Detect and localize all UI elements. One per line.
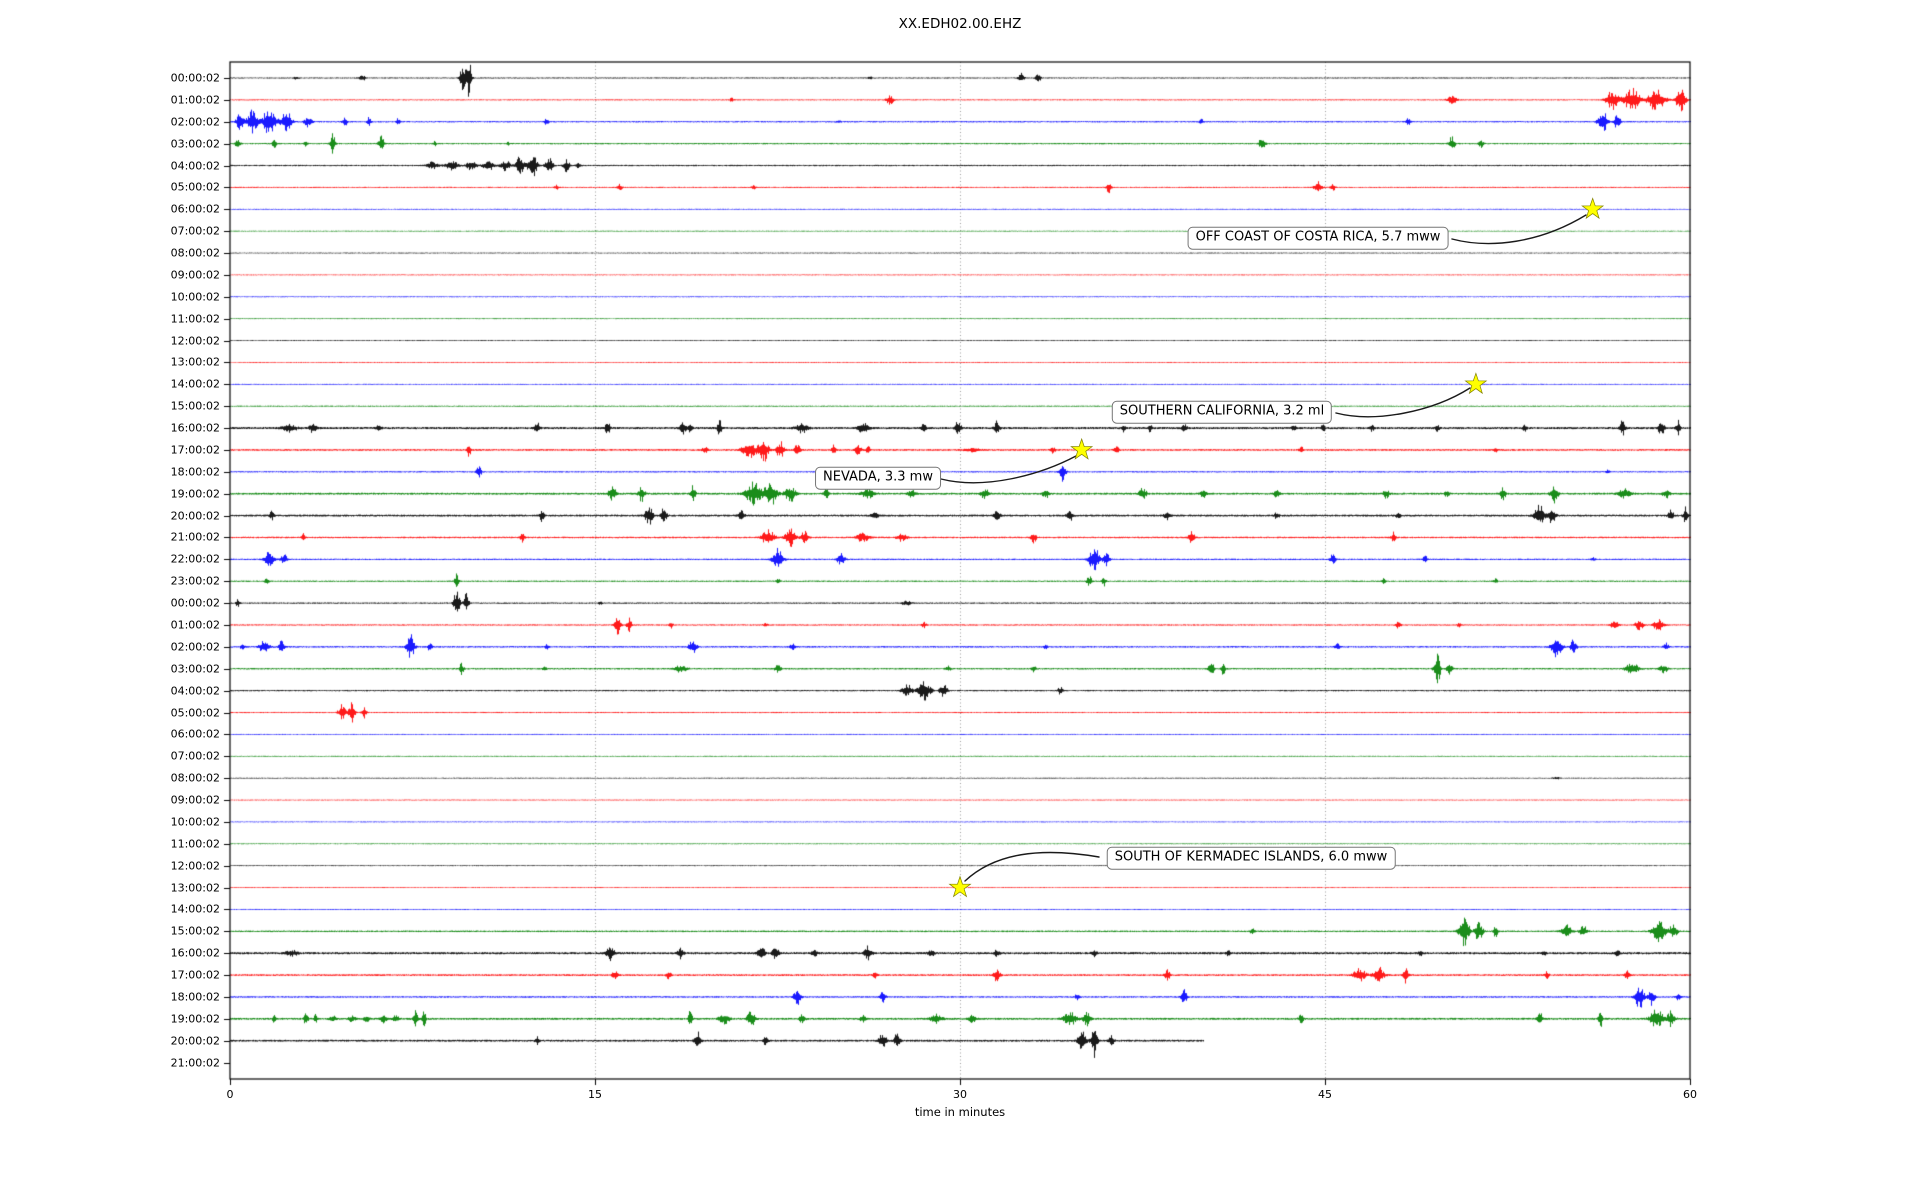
y-tick-label: 02:00:02 [170, 640, 220, 654]
y-tick-label: 04:00:02 [170, 684, 220, 698]
y-tick-label: 21:00:02 [170, 530, 220, 544]
y-tick-label: 17:00:02 [170, 443, 220, 457]
y-tick-label: 06:00:02 [170, 727, 220, 741]
y-tick-label: 12:00:02 [170, 334, 220, 348]
y-tick-label: 13:00:02 [170, 881, 220, 895]
y-tick-label: 13:00:02 [170, 355, 220, 369]
y-tick-label: 07:00:02 [170, 224, 220, 238]
x-tick-label: 15 [588, 1088, 602, 1101]
x-axis-label: time in minutes [914, 1105, 1006, 1119]
x-tick-label: 45 [1318, 1088, 1332, 1101]
y-tick-label: 12:00:02 [170, 859, 220, 873]
y-tick-label: 01:00:02 [170, 93, 220, 107]
y-tick-label: 04:00:02 [170, 159, 220, 173]
y-tick-label: 00:00:02 [170, 71, 220, 85]
y-tick-label: 08:00:02 [170, 771, 220, 785]
y-tick-label: 20:00:02 [170, 509, 220, 523]
y-tick-label: 10:00:02 [170, 290, 220, 304]
y-tick-label: 05:00:02 [170, 706, 220, 720]
y-tick-label: 19:00:02 [170, 1012, 220, 1026]
event-annotation-kermadec: SOUTH OF KERMADEC ISLANDS, 6.0 mww [1106, 846, 1396, 870]
y-tick-label: 18:00:02 [170, 990, 220, 1004]
y-tick-label: 06:00:02 [170, 202, 220, 216]
y-tick-label: 15:00:02 [170, 399, 220, 413]
y-tick-label: 17:00:02 [170, 968, 220, 982]
y-tick-label: 22:00:02 [170, 552, 220, 566]
y-tick-label: 19:00:02 [170, 487, 220, 501]
y-tick-label: 23:00:02 [170, 574, 220, 588]
y-tick-label: 00:00:02 [170, 596, 220, 610]
y-tick-label: 15:00:02 [170, 924, 220, 938]
y-tick-label: 16:00:02 [170, 946, 220, 960]
y-tick-label: 11:00:02 [170, 837, 220, 851]
plot-title: XX.EDH02.00.EHZ [898, 16, 1022, 32]
y-tick-label: 14:00:02 [170, 902, 220, 916]
event-annotation-costa-rica: OFF COAST OF COSTA RICA, 5.7 mww [1187, 226, 1449, 250]
y-tick-label: 01:00:02 [170, 618, 220, 632]
x-tick-label: 30 [953, 1088, 967, 1101]
y-tick-label: 21:00:02 [170, 1056, 220, 1070]
y-tick-label: 10:00:02 [170, 815, 220, 829]
y-tick-label: 05:00:02 [170, 180, 220, 194]
y-tick-label: 03:00:02 [170, 137, 220, 151]
event-annotation-nevada: NEVADA, 3.3 mw [815, 466, 941, 490]
y-tick-label: 11:00:02 [170, 312, 220, 326]
y-tick-label: 08:00:02 [170, 246, 220, 260]
y-tick-label: 09:00:02 [170, 268, 220, 282]
event-annotation-southern-california: SOUTHERN CALIFORNIA, 3.2 ml [1111, 400, 1333, 424]
y-tick-label: 20:00:02 [170, 1034, 220, 1048]
y-tick-label: 14:00:02 [170, 377, 220, 391]
y-tick-label: 16:00:02 [170, 421, 220, 435]
y-tick-label: 18:00:02 [170, 465, 220, 479]
y-tick-label: 02:00:02 [170, 115, 220, 129]
y-tick-label: 07:00:02 [170, 749, 220, 763]
y-tick-label: 03:00:02 [170, 662, 220, 676]
y-tick-label: 09:00:02 [170, 793, 220, 807]
x-tick-label: 60 [1683, 1088, 1697, 1101]
x-tick-label: 0 [226, 1088, 234, 1101]
